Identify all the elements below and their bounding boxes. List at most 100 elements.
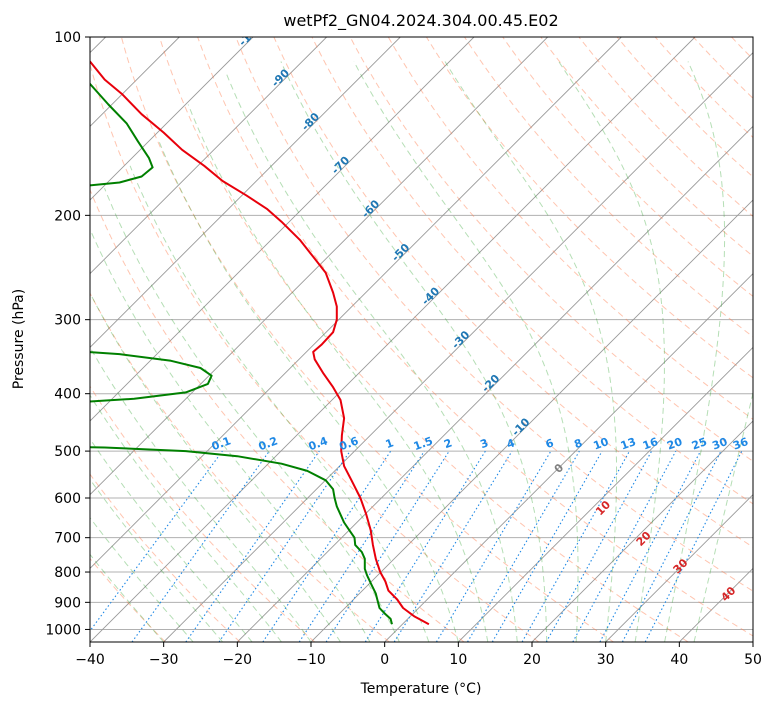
chart-title: wetPf2_GN04.2024.304.00.45.E02 [283,11,558,31]
mixing-ratio-line [218,450,351,642]
isotherm-label: -50 [389,241,412,264]
isotherm-line [458,346,753,642]
mixing-ratio-line [90,450,223,632]
mixing-ratio-label: 3 [478,436,490,451]
mixing-ratio-label: 16 [641,435,660,453]
moist-adiabat-line [90,553,165,642]
mixing-ratio-line [325,450,450,642]
dry-adiabat-line [540,37,753,257]
mixing-ratio-label: 36 [731,435,750,453]
mixing-ratio-label: 8 [572,436,584,451]
dry-adiabat-line [770,37,775,642]
mixing-ratio-line [572,450,677,642]
y-tick-label: 600 [54,491,81,507]
moist-adiabat-line [158,141,459,642]
x-axis: −40 −30 −20 −10 0 10 20 30 40 50 [75,642,762,668]
mixing-ratio-line [545,450,653,642]
moist-adiabat-line [280,61,548,642]
mixing-ratio-label: 0.6 [338,434,361,453]
x-tick-label: −20 [223,652,253,668]
dry-adiabat-line [159,37,689,642]
x-tick-label: −10 [296,652,326,668]
mixing-ratio-line [521,450,630,642]
moist-adiabat-line [129,165,430,642]
mixing-ratio-line [435,450,552,642]
mixing-ratio-label: 1 [384,436,396,451]
dry-adiabat-line [692,37,753,99]
isotherm-label: -60 [359,197,382,220]
isotherm-line [90,37,327,275]
dry-adiabat-line [90,292,390,642]
plot-frame [89,36,754,643]
isotherm-label: -30 [449,328,472,351]
dry-adiabat-line [464,37,753,338]
isotherm-label: -10 [509,415,532,438]
mixing-ratio-line [491,450,603,642]
mixing-ratio-label: 0.4 [307,434,330,453]
y-tick-label: 1000 [45,622,81,638]
y-tick-label: 800 [54,565,81,581]
moist-adiabat-label: 0 [552,461,567,476]
y-axis: 100 200 300 400 500 600 700 800 900 1000 [45,30,90,638]
dry-adiabat-line [387,37,753,420]
x-tick-label: 50 [744,652,762,668]
mixing-ratio-line [644,450,743,642]
isotherm-line [90,37,254,201]
dry-adiabat-line [90,473,241,642]
moist-adiabat-line [90,478,223,642]
dry-adiabat-line [120,37,614,642]
mixing-ratio-line [467,450,580,642]
mixing-ratio-label: 2 [442,436,454,451]
reference-lines [90,37,775,642]
mixing-ratio-line [621,450,722,642]
isotherm-label: -100 [236,20,265,49]
moist-adiabat-line [90,516,194,642]
x-tick-label: 30 [597,652,615,668]
isotherm-line [384,273,753,642]
isotherm-line [90,37,475,422]
moist-adiabat-line [444,61,617,642]
isotherm-line [752,641,753,642]
x-tick-label: 0 [380,652,389,668]
grid-lines [90,37,753,630]
moist-adiabat-line [693,390,753,642]
isotherm-line [90,37,696,642]
isotherm-line [679,567,753,642]
moist-adiabat-line [90,228,371,642]
y-tick-label: 900 [54,595,81,611]
temperature-profile-line [90,59,430,626]
y-axis-title: Pressure (hPa) [11,289,27,389]
y-tick-label: 300 [54,313,81,329]
dry-adiabat-line [502,37,753,298]
x-tick-label: −30 [149,652,179,668]
dry-adiabat-line [90,188,465,642]
moist-adiabat-line [664,61,726,642]
y-tick-label: 700 [54,531,81,547]
y-tick-label: 500 [54,444,81,460]
mixing-ratio-label: 25 [690,435,709,452]
isotherm-line [237,125,753,642]
dry-adiabat-line [425,37,753,379]
isotherm-line [90,37,548,496]
isotherm-line [90,37,622,569]
mixing-ratio-label: 6 [544,436,556,451]
y-tick-label: 200 [54,208,81,224]
plot-area: 0.1 0.2 0.4 0.6 1 1.5 2 3 4 6 8 10 13 16 20 25 30 36-100-… [90,20,775,642]
mixing-ratio-label: 0.1 [210,434,233,453]
mixing-ratio-label: 4 [505,436,517,451]
dry-adiabat-line [90,385,316,642]
y-tick-label: 400 [54,387,81,403]
x-tick-label: 20 [523,652,541,668]
moist-adiabat-line [90,291,341,642]
isotherm-line [310,199,753,642]
moist-adiabat-line [90,438,253,642]
moist-adiabat-line [225,72,518,642]
mixing-ratio-label: 10 [592,435,611,453]
moist-adiabat-line [90,394,282,642]
moist-adiabat-line [90,346,312,642]
mixing-ratio-line [599,450,701,642]
dry-adiabat-line [616,37,753,178]
mixing-ratio-line [185,450,320,642]
dry-adiabat-line [311,37,753,505]
